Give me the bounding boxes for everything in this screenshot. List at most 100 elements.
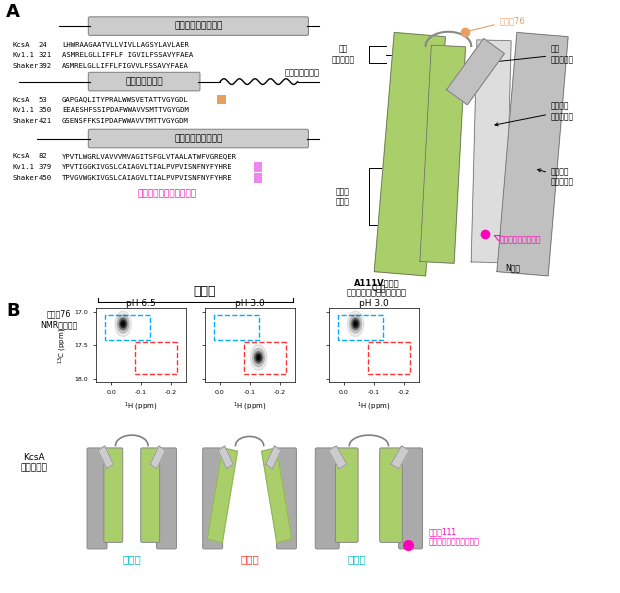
Text: インナー
ヘリックス: インナー ヘリックス xyxy=(495,102,574,126)
Text: GAPGAQLITYPRALWWSVETATTVGYGDL: GAPGAQLITYPRALWWSVETATTVGYGDL xyxy=(62,97,189,103)
FancyBboxPatch shape xyxy=(379,448,402,543)
FancyBboxPatch shape xyxy=(89,17,309,36)
FancyBboxPatch shape xyxy=(156,448,177,549)
FancyBboxPatch shape xyxy=(335,448,358,543)
Text: Shaker: Shaker xyxy=(12,175,38,181)
FancyBboxPatch shape xyxy=(315,448,339,549)
Text: 350: 350 xyxy=(39,107,52,113)
FancyBboxPatch shape xyxy=(104,448,123,543)
Text: ポア
ヘリックス: ポア ヘリックス xyxy=(487,45,574,64)
Text: KcsA
構造模式図: KcsA 構造模式図 xyxy=(20,453,48,472)
FancyBboxPatch shape xyxy=(277,448,296,549)
Polygon shape xyxy=(497,33,568,276)
X-axis label: $^{1}$H (ppm): $^{1}$H (ppm) xyxy=(124,401,158,413)
Text: Shaker: Shaker xyxy=(12,118,38,124)
Polygon shape xyxy=(391,446,409,468)
Polygon shape xyxy=(446,39,505,105)
FancyBboxPatch shape xyxy=(141,448,159,543)
Text: 選択
フィルター: 選択 フィルター xyxy=(331,45,355,64)
Ellipse shape xyxy=(122,322,125,326)
Text: KcsA: KcsA xyxy=(12,154,30,160)
Ellipse shape xyxy=(119,318,127,330)
Polygon shape xyxy=(262,448,292,543)
X-axis label: $^{1}$H (ppm): $^{1}$H (ppm) xyxy=(356,401,391,413)
Ellipse shape xyxy=(250,345,267,371)
Text: LHWRAAGAATVLLVIVLLAGSYLAVLAER: LHWRAAGAATVLLVIVLLAGSYLAVLAER xyxy=(62,42,189,47)
Text: GSENSFFKSIPDAFWWAVVTMTTVGYGDM: GSENSFFKSIPDAFWWAVVTMTTVGYGDM xyxy=(62,118,189,124)
Ellipse shape xyxy=(352,318,360,330)
Text: A: A xyxy=(6,3,20,21)
Polygon shape xyxy=(266,446,281,468)
Text: ASMRELGLLIFFLFIGVVLFSSAVYFAEA: ASMRELGLLIFFLFIGVVLFSSAVYFAEA xyxy=(62,63,189,69)
Bar xyxy=(244,342,285,374)
Text: バリン76: バリン76 xyxy=(468,16,526,31)
Ellipse shape xyxy=(254,352,263,364)
Text: 450: 450 xyxy=(39,175,52,181)
Bar xyxy=(254,173,262,183)
Text: Kv1.1: Kv1.1 xyxy=(12,52,34,58)
Text: バリン76
NMRシグナル: バリン76 NMRシグナル xyxy=(40,310,78,329)
Text: YPVTIGGKIVGSLCAIAGVLTIALPVPVISNFNYFYHRE: YPVTIGGKIVGSLCAIAGVLTIALPVPVISNFNYFYHRE xyxy=(62,164,232,170)
Text: A111V変異体
（ホットスポット変異体）: A111V変異体 （ホットスポット変異体） xyxy=(347,278,407,298)
Text: N末端: N末端 xyxy=(505,263,520,273)
Text: インナーヘリックス: インナーヘリックス xyxy=(174,134,223,143)
Text: EEAESHFSSIPDAFWWAVVSMTTVGYGDM: EEAESHFSSIPDAFWWAVVSMTTVGYGDM xyxy=(62,107,189,113)
Polygon shape xyxy=(420,45,466,263)
Text: KcsA: KcsA xyxy=(12,42,30,47)
Ellipse shape xyxy=(354,322,357,326)
Text: 392: 392 xyxy=(39,63,52,69)
X-axis label: $^{1}$H (ppm): $^{1}$H (ppm) xyxy=(232,401,267,413)
FancyBboxPatch shape xyxy=(399,448,423,549)
Text: 細胞内
ゲート: 細胞内 ゲート xyxy=(336,187,350,206)
Ellipse shape xyxy=(350,315,361,333)
Bar xyxy=(135,342,177,374)
Polygon shape xyxy=(218,446,233,468)
Title: pH 3.0: pH 3.0 xyxy=(359,299,388,308)
Text: C末端: C末端 xyxy=(371,283,386,292)
Ellipse shape xyxy=(115,311,131,337)
Bar xyxy=(338,315,383,340)
Polygon shape xyxy=(98,446,113,468)
Polygon shape xyxy=(329,446,347,468)
Ellipse shape xyxy=(257,356,260,359)
Text: YPVTLWGRLVAVVVMVAGITSFGLVTAALATWFVGREQER: YPVTLWGRLVAVVVMVAGITSFGLVTAALATWFVGREQER xyxy=(62,154,237,160)
Text: 379: 379 xyxy=(39,164,52,170)
Polygon shape xyxy=(207,448,237,543)
Text: ホットスポット変異部位: ホットスポット変異部位 xyxy=(138,189,197,198)
Bar xyxy=(105,315,150,340)
Text: TPVGVWGKIVGSLCAIAGVLTIALPVPVISNFNYFYHRE: TPVGVWGKIVGSLCAIAGVLTIALPVPVISNFNYFYHRE xyxy=(62,175,232,181)
Ellipse shape xyxy=(353,320,358,328)
Polygon shape xyxy=(374,33,445,276)
Text: ASMRELGLLIFFLF IGVILFSSAVYFAEA: ASMRELGLLIFFLF IGVILFSSAVYFAEA xyxy=(62,52,193,58)
Text: Kv1.1: Kv1.1 xyxy=(12,164,34,170)
FancyBboxPatch shape xyxy=(203,448,223,549)
Text: 82: 82 xyxy=(39,154,48,160)
Text: 野生型: 野生型 xyxy=(193,285,216,298)
Ellipse shape xyxy=(252,349,265,366)
Ellipse shape xyxy=(117,315,129,333)
Text: アウター
ヘリックス: アウター ヘリックス xyxy=(538,167,574,187)
Text: 選択フィルター: 選択フィルター xyxy=(285,69,319,78)
Text: アウターヘリックス: アウターヘリックス xyxy=(174,21,223,31)
Bar xyxy=(254,162,262,172)
Text: 閉状態: 閉状態 xyxy=(123,554,141,565)
Text: 53: 53 xyxy=(39,97,48,103)
FancyBboxPatch shape xyxy=(87,448,107,549)
Title: pH 6.5: pH 6.5 xyxy=(126,299,156,308)
Text: 閉状態: 閉状態 xyxy=(347,554,366,565)
Text: 開状態: 開状態 xyxy=(241,554,259,565)
Title: pH 3.0: pH 3.0 xyxy=(235,299,264,308)
Text: 321: 321 xyxy=(39,52,52,58)
Ellipse shape xyxy=(256,353,261,362)
Text: ポアヘリックス: ポアヘリックス xyxy=(125,77,163,86)
Text: KcsA: KcsA xyxy=(12,97,30,103)
Text: ホットスポット部位: ホットスポット部位 xyxy=(500,235,541,244)
Ellipse shape xyxy=(120,320,126,328)
Text: Kv1.1: Kv1.1 xyxy=(12,107,34,113)
FancyBboxPatch shape xyxy=(89,72,200,91)
Bar xyxy=(218,95,226,104)
Text: バリン111
（ホットスポット変異）: バリン111 （ホットスポット変異） xyxy=(429,527,480,546)
Ellipse shape xyxy=(347,311,364,337)
Y-axis label: $^{13}$C (ppm): $^{13}$C (ppm) xyxy=(57,327,69,364)
Bar xyxy=(213,315,259,340)
